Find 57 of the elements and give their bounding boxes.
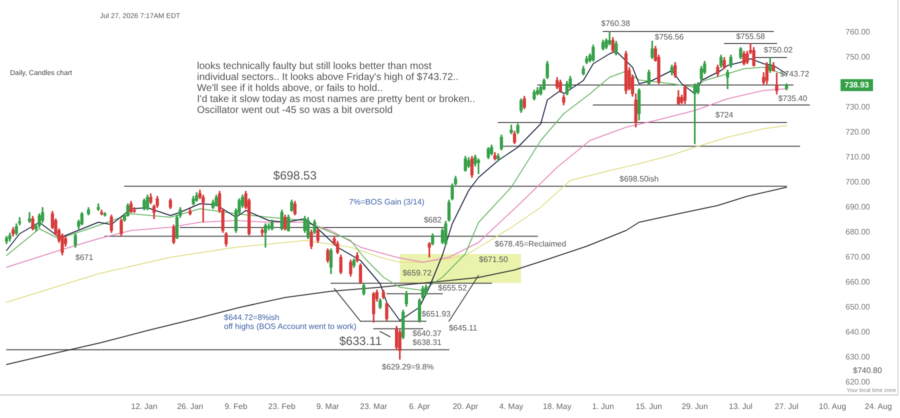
annotation: $698.53 xyxy=(273,168,317,183)
annotation: $638.31 xyxy=(412,338,442,347)
annotation: $678.45=Reclaimed xyxy=(494,239,566,248)
x-tick-label: 12. Jan xyxy=(131,402,158,412)
x-tick-label: 10. Aug xyxy=(818,402,846,412)
annotation: $698.50ish xyxy=(620,174,659,184)
x-tick-label: 27. Jul xyxy=(774,402,799,412)
annotation: 738.93 xyxy=(844,80,870,90)
y-tick-label: 700.00 xyxy=(846,178,871,187)
annotation: $740.80 xyxy=(853,366,882,375)
x-tick-label: 9. Feb xyxy=(224,402,248,412)
x-tick-label: 18. May xyxy=(542,402,572,412)
annotation: $750.02 xyxy=(764,46,794,55)
x-tick-label: 15. Jun xyxy=(636,402,662,412)
annotation: $633.11 xyxy=(339,334,382,348)
x-tick-label: 26. Jan xyxy=(176,402,204,412)
annotation: $671.50 xyxy=(479,255,508,264)
x-tick-label: 20. Apr xyxy=(452,402,478,412)
y-tick-label: 750.00 xyxy=(846,52,871,62)
annotation: $640.37 xyxy=(412,328,442,338)
x-tick-label: 29. Jun xyxy=(682,402,708,412)
annotation: $724 xyxy=(715,110,734,120)
x-tick-label: 13. Jul xyxy=(728,402,753,412)
y-tick-label: 690.00 xyxy=(846,202,871,212)
annotation: $655.52 xyxy=(438,284,468,293)
y-tick-label: 630.00 xyxy=(846,352,871,362)
annotation: looks technically faulty but still looks better than most individual sectors.. It looks above Friday's high of $743.72.. We'll see if it holds above, or fails to hold.. I'd take it slow today as most names are pretty bent or broken.. Oscillator went out -45 so was a bit oversold xyxy=(197,61,476,116)
x-tick-label: 6. Apr xyxy=(409,402,430,412)
annotation: 7%=BOS Gain (3/14) xyxy=(349,197,425,206)
x-tick-label: 23. Feb xyxy=(268,402,296,412)
annotation: $682 xyxy=(424,216,442,225)
x-tick-label: 4. May xyxy=(499,402,524,412)
annotation: $644.72=8%ish off highs (BOS Account went to work) xyxy=(224,313,356,331)
annotation: $755.58 xyxy=(736,32,766,41)
y-tick-label: 660.00 xyxy=(846,278,871,287)
annotation: $629.29=9.8% xyxy=(382,362,434,372)
x-tick-label: 23. Mar xyxy=(360,402,388,412)
annotation: $651.93 xyxy=(422,309,452,318)
annotation: $760.38 xyxy=(601,18,631,28)
x-tick-label: 1. Jun xyxy=(592,402,614,412)
y-tick-label: 760.00 xyxy=(846,28,871,37)
y-tick-label: 730.00 xyxy=(846,102,871,112)
x-tick-label: 9. Mar xyxy=(316,402,340,412)
annotation: $735.40 xyxy=(778,94,808,104)
y-tick-label: 720.00 xyxy=(846,128,871,137)
y-tick-label: 640.00 xyxy=(846,328,871,337)
annotation: $756.56 xyxy=(654,32,684,42)
y-tick-label: 670.00 xyxy=(846,252,871,262)
annotation: $645.11 xyxy=(448,323,478,332)
y-tick-label: 620.00 xyxy=(846,378,871,387)
y-tick-label: 650.00 xyxy=(846,302,871,312)
annotation: $671 xyxy=(75,253,94,262)
y-tick-label: 710.00 xyxy=(846,152,871,162)
x-tick-label: 24. Aug xyxy=(864,402,892,412)
y-tick-label: 680.00 xyxy=(846,228,871,237)
annotation: $659.72 xyxy=(402,268,432,278)
annotation: $743.72 xyxy=(780,69,810,78)
